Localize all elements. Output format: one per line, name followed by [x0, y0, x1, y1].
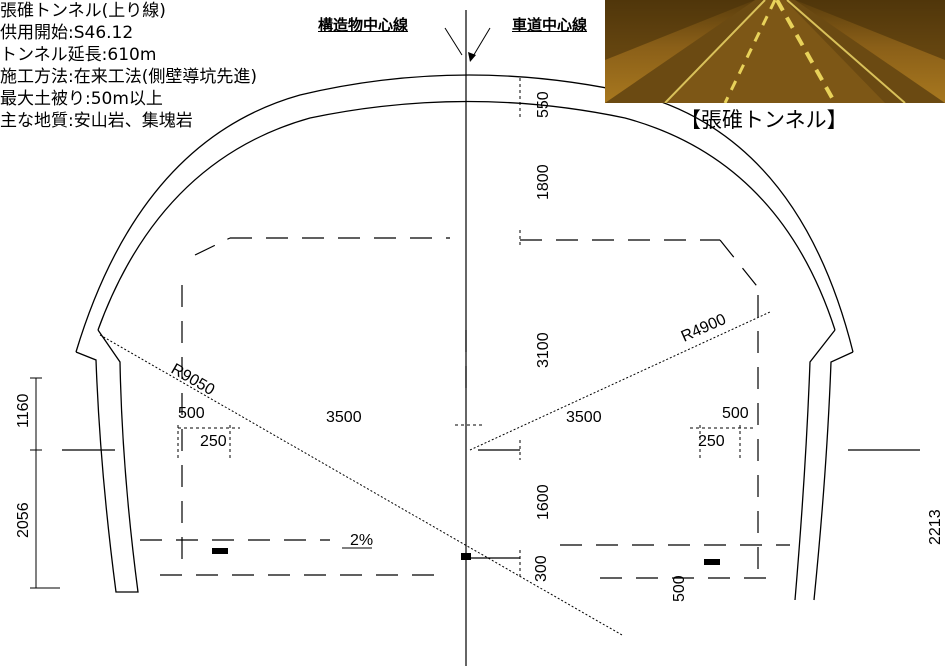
- tunnel-info-block: 張碓トンネル(上り線) 供用開始:S46.12 トンネル延長:610m 施工方法…: [0, 0, 257, 132]
- structure-center-leader: [444, 27, 463, 56]
- dim-250-left: 250: [200, 433, 227, 450]
- road-center-arrowhead: [468, 52, 476, 62]
- left-drain: [212, 548, 228, 554]
- tunnel-name: 張碓トンネル(上り線): [0, 1, 166, 21]
- right-drain: [704, 559, 720, 565]
- left-sidewall: [75, 329, 139, 593]
- dim-500-right: 500: [722, 405, 749, 422]
- main-geology: 主な地質:安山岩、集塊岩: [0, 111, 193, 131]
- road-center-leader: [471, 27, 491, 59]
- dim-300: 300: [533, 555, 550, 582]
- r9050-radius-line: [99, 334, 623, 636]
- max-overburden: 最大土被り:50m以上: [0, 89, 163, 109]
- dim-550: 550: [535, 91, 552, 118]
- dim-r4900: R4900: [679, 311, 729, 346]
- dim-500-bottom: 500: [671, 575, 688, 602]
- dim-2056: 2056: [15, 502, 32, 538]
- construction-lines: [140, 237, 790, 579]
- dim-1600: 1600: [535, 484, 552, 520]
- center-drain: [461, 553, 471, 560]
- dim-1160: 1160: [15, 393, 32, 428]
- r4900-radius-line: [469, 311, 771, 451]
- construction-method: 施工方法:在来工法(側壁導坑先進): [0, 67, 257, 87]
- slope-label: 2%: [350, 532, 373, 549]
- road-center-label: 車道中心線: [512, 16, 588, 34]
- tunnel-photo: [605, 0, 945, 103]
- tunnel-photo-scene: [605, 0, 945, 103]
- outer-lining-arch: [75, 74, 854, 353]
- dim-3500-left: 3500: [326, 409, 362, 426]
- dim-1800: 1800: [535, 164, 552, 200]
- structure-center-label: 構造物中心線: [318, 16, 409, 34]
- opening-date: 供用開始:S46.12: [0, 23, 134, 43]
- dim-2213: 2213: [927, 509, 944, 545]
- dim-250-right: 250: [698, 433, 725, 450]
- dim-3500-right: 3500: [566, 409, 602, 426]
- inner-lining-arch: [97, 100, 836, 331]
- dim-3100: 3100: [535, 332, 552, 368]
- center-dimension-ticks: [177, 78, 755, 580]
- dim-500-left: 500: [178, 405, 205, 422]
- dim-r9050: R9050: [168, 361, 217, 399]
- right-sidewall: [794, 329, 854, 601]
- tunnel-length: トンネル延長:610m: [0, 45, 157, 65]
- photo-caption: 【張碓トンネル】: [680, 108, 848, 132]
